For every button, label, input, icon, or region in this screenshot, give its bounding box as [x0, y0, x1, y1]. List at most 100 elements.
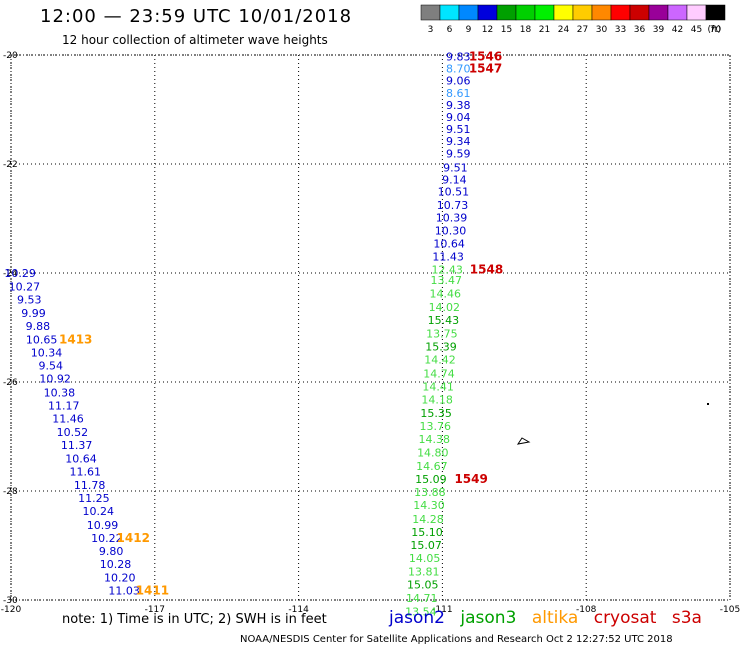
y-tick-label: -20 — [3, 51, 18, 61]
wave-height-value: 14.74 — [423, 367, 455, 380]
wave-height-value: 10.22 — [91, 532, 123, 545]
wave-height-value: 10.38 — [44, 386, 76, 399]
wave-height-value: 14.46 — [430, 288, 462, 301]
wave-height-value: 13.54 — [405, 605, 437, 618]
wave-height-value: 10.27 — [9, 281, 41, 294]
island-outline — [516, 437, 531, 445]
y-tick-label: -28 — [3, 487, 18, 497]
wave-height-value: 9.51 — [446, 123, 471, 136]
wave-height-value: 10.28 — [100, 558, 132, 571]
wave-height-value: 14.80 — [417, 446, 449, 459]
time-label: 1411 — [136, 584, 169, 598]
plot-frame — [10, 54, 731, 601]
wave-height-value: 11.78 — [74, 479, 106, 492]
wave-height-value: 10.24 — [82, 505, 114, 518]
wave-height-value: 13.81 — [408, 566, 440, 579]
wave-height-value: 9.99 — [21, 307, 46, 320]
x-tick-label: -105 — [720, 605, 740, 615]
legend-jason3: jason3 — [460, 608, 517, 628]
footnote: note: 1) Time is in UTC; 2) SWH is in fe… — [62, 612, 327, 627]
wave-height-value: 11.43 — [432, 251, 464, 264]
credit-line: NOAA/NESDIS Center for Satellite Applica… — [240, 634, 673, 645]
x-tick-label: -120 — [1, 605, 22, 615]
wave-height-value: 8.70 — [446, 63, 471, 76]
time-label: 1548 — [470, 263, 503, 277]
wave-height-value: 14.42 — [424, 354, 456, 367]
x-tick-label: -114 — [288, 605, 309, 615]
colorbar-label: 12 — [482, 25, 493, 35]
wave-height-value: 14.28 — [412, 513, 444, 526]
colorbar-label: 70 — [710, 25, 722, 35]
wave-height-value: 13.47 — [430, 274, 462, 287]
time-label: 1546 — [469, 50, 502, 64]
wave-height-value: 9.53 — [17, 294, 42, 307]
colorbar-label: 45 — [691, 25, 702, 35]
colorbar-label: 24 — [558, 25, 570, 35]
wave-height-value: 10.34 — [31, 347, 63, 360]
wave-height-value: 10.29 — [4, 267, 36, 280]
wave-height-value: 10.52 — [57, 426, 89, 439]
time-label: 1547 — [469, 62, 502, 76]
legend-s3a: s3a — [671, 608, 702, 628]
chart-title: 12:00 — 23:59 UTC 10/01/2018 — [40, 6, 353, 27]
wave-height-value: 9.54 — [39, 360, 64, 373]
wave-height-value: 13.75 — [426, 327, 458, 340]
satellite-legend: jason2 jason3 altika cryosat s3a — [389, 608, 712, 628]
wave-height-value: 10.65 — [26, 333, 58, 346]
time-label: 1549 — [454, 472, 487, 486]
wave-height-value: 15.07 — [410, 539, 442, 552]
colorbar-label: 18 — [520, 25, 532, 35]
wave-height-value: 9.51 — [443, 161, 468, 174]
time-label: 1412 — [117, 531, 150, 545]
wave-height-value: 8.61 — [446, 87, 471, 100]
colorbar-label: 42 — [672, 25, 683, 35]
x-tick-label: -111 — [432, 605, 452, 615]
wave-height-value: 13.76 — [419, 420, 451, 433]
colorbar-label: 21 — [539, 25, 550, 35]
wave-height-value: 14.05 — [409, 552, 441, 565]
wave-height-value: 14.38 — [419, 433, 451, 446]
wave-height-value: 11.03 — [108, 585, 140, 598]
wave-height-value: 9.80 — [99, 545, 124, 558]
chart-subtitle: 12 hour collection of altimeter wave hei… — [62, 33, 328, 47]
wave-height-value: 9.88 — [26, 320, 51, 333]
wave-height-value: 9.06 — [446, 75, 471, 88]
wave-height-value: 9.83 — [446, 51, 471, 64]
x-tick-label: -117 — [145, 605, 165, 615]
wave-height-value: 14.67 — [416, 460, 448, 473]
wave-height-value: 9.34 — [446, 135, 471, 148]
colorbar-unit: (ft) — [707, 25, 721, 35]
wave-height-value: 11.46 — [52, 413, 84, 426]
colorbar-swatch — [705, 4, 726, 21]
colorbar-label: 39 — [653, 25, 665, 35]
wave-height-value: 10.92 — [39, 373, 71, 386]
y-tick-label: -26 — [3, 378, 18, 388]
wave-height-value: 9.59 — [446, 148, 471, 161]
wave-height-value: 10.64 — [433, 238, 465, 251]
wave-height-value: 11.37 — [61, 439, 93, 452]
wave-height-value: 14.18 — [421, 393, 453, 406]
legend-cryosat: cryosat — [593, 608, 657, 628]
wave-height-value: 11.61 — [70, 465, 102, 478]
wave-height-value: 9.38 — [446, 99, 471, 112]
wave-height-value: 10.30 — [435, 224, 467, 237]
wave-height-value: 13.88 — [414, 486, 446, 499]
islet — [707, 403, 709, 405]
wave-height-value: 15.09 — [415, 473, 447, 486]
wave-height-value: 10.99 — [87, 519, 119, 532]
colorbar-label: 9 — [466, 25, 472, 35]
wave-height-value: 15.05 — [407, 579, 439, 592]
color-scale: 3 6 9 12 15 18 21 24 27 30 33 36 39 42 45 70(ft) — [420, 4, 726, 35]
wave-height-value: 10.20 — [104, 572, 136, 585]
y-tick-label: -24 — [3, 269, 18, 279]
wave-height-value: 14.02 — [429, 301, 461, 314]
colorbar-label: 15 — [501, 25, 512, 35]
wave-height-value: 14.30 — [413, 499, 445, 512]
wave-height-value: 14.71 — [406, 592, 438, 605]
colorbar-label: 27 — [577, 25, 588, 35]
wave-height-value: 15.10 — [411, 526, 443, 539]
x-tick-label: -108 — [576, 605, 597, 615]
wave-height-value: 10.39 — [436, 211, 468, 224]
wave-height-value: 10.64 — [65, 452, 97, 465]
